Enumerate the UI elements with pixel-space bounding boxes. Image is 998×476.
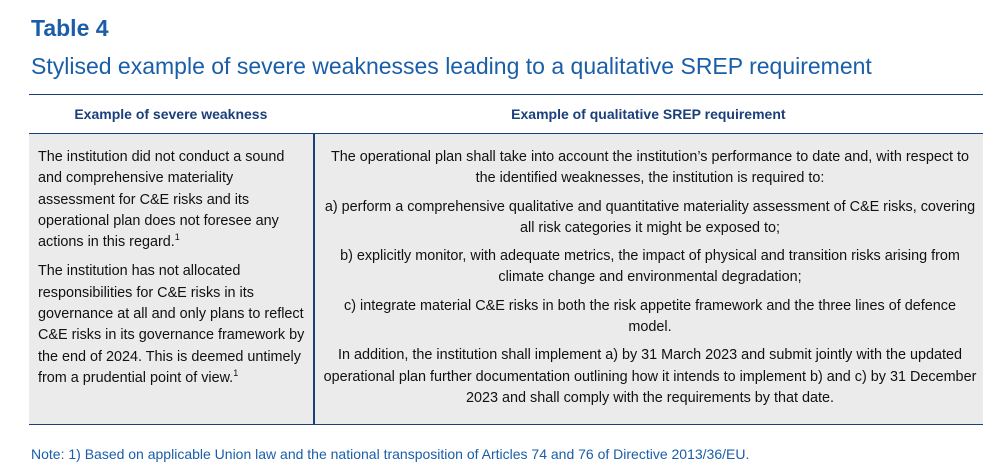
footnote-marker: 1 (174, 232, 180, 243)
requirement-item-c: c) integrate material C&E risks in both … (344, 297, 956, 336)
requirement-item-a: a) perform a comprehensive qualitative a… (324, 198, 976, 236)
requirement-deadline: In addition, the institution shall imple… (323, 347, 977, 406)
requirement-item-b: b) explicitly monitor, with adequate met… (340, 248, 960, 286)
table-title: Table 4 (31, 15, 109, 41)
requirement-cell: The operational plan shall take into acc… (313, 134, 983, 425)
requirements-table: Example of severe weakness Example of qu… (29, 94, 983, 426)
table-header-row: Example of severe weakness Example of qu… (29, 95, 983, 133)
table-note: Note: 1) Based on applicable Union law a… (31, 446, 750, 462)
footnote-marker: 1 (233, 368, 239, 379)
header-severe-weakness: Example of severe weakness (74, 106, 268, 122)
weakness-paragraph: The institution has not allocated respon… (38, 263, 305, 386)
weakness-paragraph: The institution did not conduct a sound … (38, 149, 285, 251)
requirement-intro: The operational plan shall take into acc… (330, 149, 970, 187)
header-qualitative-requirement: Example of qualitative SREP requirement (312, 95, 983, 133)
table-subtitle: Stylised example of severe weaknesses le… (31, 53, 872, 79)
table-body-row: The institution did not conduct a sound … (29, 133, 983, 426)
weakness-cell: The institution did not conduct a sound … (29, 134, 313, 424)
